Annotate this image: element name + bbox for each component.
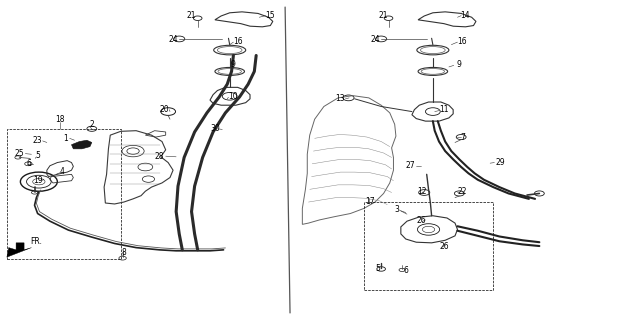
Text: 1: 1 <box>64 134 68 143</box>
Text: 9: 9 <box>457 60 461 69</box>
Polygon shape <box>7 243 31 257</box>
Text: FR.: FR. <box>30 237 43 246</box>
Text: 14: 14 <box>461 11 470 20</box>
Text: 18: 18 <box>56 115 65 124</box>
Text: 21: 21 <box>379 11 388 20</box>
Text: 29: 29 <box>495 158 505 167</box>
Text: 5: 5 <box>35 151 40 160</box>
Text: 6: 6 <box>404 266 408 275</box>
Text: 6: 6 <box>27 159 31 168</box>
Text: 7: 7 <box>460 132 465 141</box>
Text: 3: 3 <box>395 205 400 214</box>
Text: 20: 20 <box>160 105 169 114</box>
Text: 17: 17 <box>365 197 375 206</box>
Text: 23: 23 <box>33 136 43 145</box>
Text: 2: 2 <box>89 120 94 130</box>
Text: 10: 10 <box>228 92 238 101</box>
Text: 16: 16 <box>233 37 242 46</box>
Text: 28: 28 <box>155 152 164 161</box>
Text: 26: 26 <box>439 242 449 251</box>
Text: 13: 13 <box>336 94 346 103</box>
Text: 11: 11 <box>439 105 449 114</box>
Text: 16: 16 <box>458 37 467 46</box>
Text: 25: 25 <box>14 149 24 158</box>
Text: 21: 21 <box>187 11 196 20</box>
Text: 19: 19 <box>33 176 43 185</box>
Text: 12: 12 <box>417 188 426 196</box>
Text: 5: 5 <box>375 264 380 273</box>
Text: 4: 4 <box>60 167 65 176</box>
Text: 8: 8 <box>122 248 126 257</box>
Text: 24: 24 <box>168 35 178 44</box>
Text: 26: 26 <box>417 216 426 225</box>
Text: 30: 30 <box>210 124 220 132</box>
Text: 15: 15 <box>265 11 275 20</box>
Text: 22: 22 <box>458 188 467 196</box>
Text: 9: 9 <box>231 60 236 69</box>
Text: 24: 24 <box>370 35 380 44</box>
Polygon shape <box>72 140 92 149</box>
Text: 27: 27 <box>406 161 415 170</box>
